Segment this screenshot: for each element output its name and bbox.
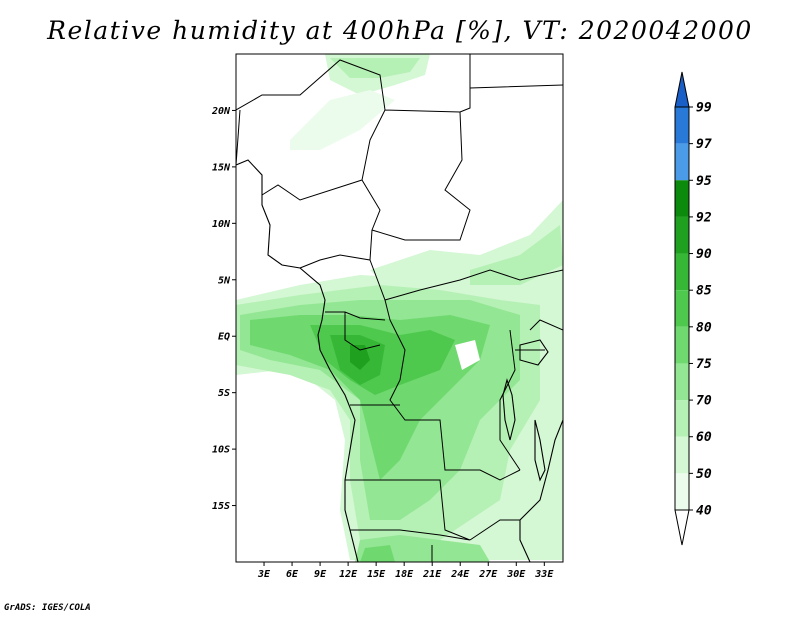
humidity-patch-north-inner <box>330 58 420 78</box>
colorbar-swatch <box>675 436 689 474</box>
colorbar-level-label: 92 <box>696 210 712 225</box>
lake-victoria <box>519 339 549 366</box>
colorbar-swatch <box>675 216 689 254</box>
longitude-axis: 3E 6E 9E 12E 15E 18E 21E 24E 27E 30E 33E <box>257 562 554 580</box>
humidity-spot-90 <box>350 345 370 370</box>
lon-tick-label: 21E <box>422 569 442 580</box>
latitude-axis: 20N 15N 10N 5N EQ 5S 10S 15S <box>211 106 236 512</box>
colorbar-swatch <box>675 363 689 401</box>
lon-tick-label: 6E <box>286 569 299 580</box>
humidity-patch-south-inner <box>360 545 395 562</box>
colorbar-level-label: 40 <box>696 504 712 519</box>
humidity-field <box>236 54 563 562</box>
colorbar-level-label: 80 <box>696 320 712 335</box>
humidity-patch-north-streak <box>290 90 395 150</box>
colorbar-level-label: 50 <box>696 467 712 482</box>
colorbar-swatch <box>675 290 689 327</box>
lon-tick-label: 18E <box>395 569 414 580</box>
lat-tick-label: 15S <box>212 501 230 512</box>
colorbar-level-label: 95 <box>696 174 712 189</box>
country-borders-north <box>236 54 563 241</box>
country-borders-central <box>299 229 563 481</box>
lon-tick-label: 3E <box>257 569 271 580</box>
map-frame <box>235 53 564 563</box>
colorbar-level-label: 97 <box>696 137 712 152</box>
lon-tick-label: 15E <box>367 569 386 580</box>
colorbar-top-arrow <box>674 71 690 108</box>
lake-tanganyika <box>502 378 516 441</box>
west-coastline <box>236 159 359 562</box>
humidity-dry-hole <box>455 340 480 370</box>
colorbar-swatch <box>675 143 689 181</box>
colorbar-swatch <box>675 400 689 437</box>
east-coastline <box>519 419 563 562</box>
lat-tick-label: 20N <box>211 106 231 117</box>
lon-tick-label: 24E <box>450 569 470 580</box>
colorbar-swatch <box>675 473 689 510</box>
colorbar-level-label: 75 <box>696 357 712 372</box>
map-boundaries <box>236 54 563 562</box>
lon-tick-label: 30E <box>506 569 526 580</box>
lake-malawi <box>534 419 546 482</box>
country-borders-south <box>345 479 520 562</box>
chart-title: Relative humidity at 400hPa [%], VT: 202… <box>47 16 753 45</box>
footer-credit: GrADS: IGES/COLA <box>4 603 91 613</box>
colorbar-outline <box>674 106 690 511</box>
humidity-band-east-inner <box>470 225 563 285</box>
lon-tick-label: 12E <box>339 569 358 580</box>
lat-tick-label: 15N <box>212 162 231 173</box>
colorbar-level-label: 85 <box>696 284 712 299</box>
colorbar: 99 97 95 92 90 85 80 75 70 60 50 40 <box>674 71 712 546</box>
colorbar-swatch <box>675 180 689 217</box>
lat-tick-label: EQ <box>218 332 230 343</box>
lat-tick-label: 5S <box>218 388 230 399</box>
lat-tick-label: 10S <box>212 445 230 456</box>
colorbar-level-label: 90 <box>696 247 712 262</box>
colorbar-level-label: 99 <box>696 101 712 116</box>
lon-tick-label: 33E <box>534 569 554 580</box>
colorbar-bottom-arrow <box>674 509 690 546</box>
colorbar-swatch <box>675 107 689 144</box>
lat-tick-label: 10N <box>212 219 231 230</box>
lon-tick-label: 9E <box>314 569 327 580</box>
lat-tick-label: 5N <box>218 275 231 286</box>
colorbar-swatch <box>675 326 689 364</box>
colorbar-level-label: 70 <box>696 394 712 409</box>
colorbar-swatch <box>675 253 689 291</box>
lon-tick-label: 27E <box>478 569 498 580</box>
colorbar-level-label: 60 <box>696 430 712 445</box>
